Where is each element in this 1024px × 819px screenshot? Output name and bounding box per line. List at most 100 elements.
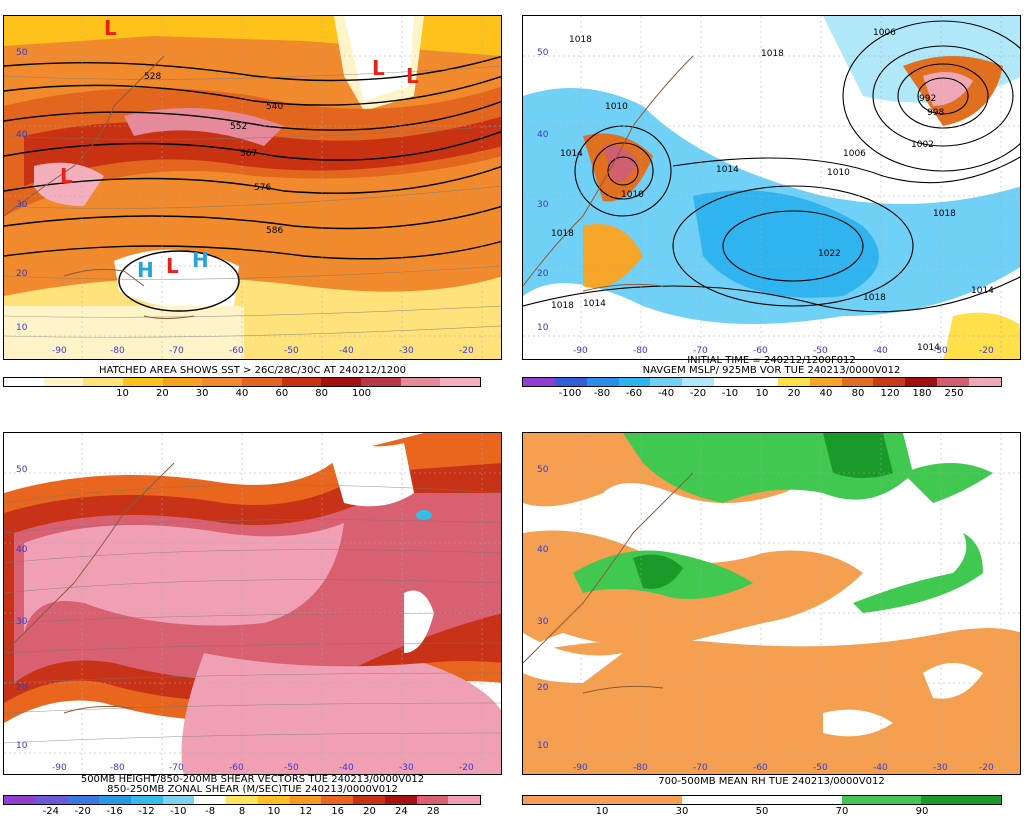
colorbar-swatch (281, 378, 322, 386)
colorbar-tick-label: 8 (238, 806, 246, 817)
colorbar-tick-label: 120 (880, 388, 900, 399)
lon-label: -70 (169, 346, 184, 356)
panel-caption: HATCHED AREA SHOWS SST > 26C/28C/30C AT … (98, 365, 406, 376)
colorbar-tick-label: 60 (275, 388, 289, 399)
isobar-label: 1006 (873, 28, 896, 38)
contour-label: 567 (240, 149, 258, 159)
lon-label: -20 (459, 763, 474, 773)
colorbar (522, 795, 1002, 805)
lat-label: 40 (16, 130, 28, 140)
lon-label: -90 (52, 763, 67, 773)
colorbar-swatch (746, 378, 778, 386)
colorbar-tick-label: 28 (426, 806, 440, 817)
colorbar-swatch (130, 796, 163, 804)
lon-label: -50 (813, 346, 828, 356)
colorbar-tick-label: 10 (595, 806, 609, 817)
colorbar-swatch (4, 796, 36, 804)
colorbar-tick-label: 10 (116, 388, 129, 399)
colorbar-tick-label: 12 (299, 806, 313, 817)
colorbar-swatch (554, 378, 587, 386)
colorbar-tick-label: 10 (267, 806, 281, 817)
colorbar-tick-label: -20 (689, 388, 707, 399)
isobar-label: 1010 (827, 168, 850, 178)
colorbar-tick-label: -8 (205, 806, 216, 817)
colorbar-tick-label: 40 (819, 388, 833, 399)
colorbar-swatch (123, 378, 163, 386)
colorbar-tick-label: 80 (851, 388, 865, 399)
colorbar (3, 377, 481, 387)
colorbar-swatch (448, 796, 481, 804)
isobar-label: 1018 (933, 209, 956, 219)
low-center: L (406, 64, 419, 88)
colorbar-swatch (618, 378, 651, 386)
colorbar-swatch (809, 378, 842, 386)
low-center: L (372, 56, 385, 80)
panel-caption: 700-500MB MEAN RH TUE 240213/0000V012 (658, 776, 885, 787)
colorbar-tick-label: -12 (138, 806, 155, 817)
lon-label: -20 (459, 346, 474, 356)
colorbar-swatch (35, 796, 68, 804)
map-rh: 50 40 30 20 10 -90 -80 -70 -60 -50 -40 -… (522, 432, 1021, 775)
colorbar-tick-label: 180 (912, 388, 932, 399)
lon-label: -20 (979, 763, 994, 773)
colorbar-tick-label: 20 (155, 388, 169, 399)
colorbar-swatch (321, 796, 354, 804)
colorbar-swatch (202, 378, 243, 386)
colorbar-swatch (400, 378, 441, 386)
lat-label: 20 (16, 269, 28, 279)
colorbar-tick-label: 90 (915, 806, 929, 817)
panel-caption: INITIAL TIME = 240212/1200F012 (687, 355, 856, 366)
colorbar-tick-label: 80 (315, 388, 329, 399)
colorbar-swatch (602, 796, 683, 804)
colorbar-swatch (762, 796, 842, 804)
lon-label: -40 (339, 346, 354, 356)
lat-label: 10 (537, 323, 549, 333)
isobar-label: 998 (927, 108, 945, 118)
isobar-label: 1014 (917, 343, 940, 353)
lon-label: -30 (399, 763, 414, 773)
map-shear: 50 40 30 20 10 -90 -80 -70 -60 -50 -40 -… (3, 432, 502, 775)
lon-label: -30 (933, 346, 948, 356)
colorbar-swatch (682, 378, 715, 386)
low-center: L (104, 16, 117, 40)
panel-caption: 500MB HEIGHT/850-200MB SHEAR VECTORS TUE… (80, 774, 425, 785)
map-svg (523, 16, 1020, 359)
lat-label: 10 (16, 741, 28, 751)
contour-label: 586 (266, 226, 284, 236)
isobar-label: 1006 (843, 149, 866, 159)
lat-label: 30 (537, 200, 549, 210)
isobar-label: 1014 (560, 149, 583, 159)
lon-label: -50 (813, 763, 828, 773)
lat-label: 30 (16, 617, 28, 627)
lat-label: 50 (16, 465, 28, 475)
colorbar-swatch (921, 796, 1002, 804)
colorbar-swatch (321, 378, 362, 386)
low-center: L (60, 164, 73, 188)
colorbar-swatch (777, 378, 810, 386)
lon-label: -50 (284, 763, 299, 773)
isobar-label: 1018 (551, 229, 574, 239)
colorbar-swatch (523, 796, 603, 804)
colorbar-tick-label: -10 (721, 388, 739, 399)
colorbar-ticks: -24 -20 -16 -12 -10 -8 8 10 12 16 20 24 28 (3, 806, 481, 818)
colorbar-swatch (873, 378, 906, 386)
lat-label: 10 (537, 741, 549, 751)
colorbar-ticks: 10 30 50 70 90 (522, 806, 1002, 818)
lon-label: -80 (633, 346, 648, 356)
colorbar-swatch (289, 796, 322, 804)
isobar-label: 1022 (818, 249, 841, 259)
lat-label: 50 (537, 465, 549, 475)
colorbar-tick-label: 100 (351, 388, 372, 399)
colorbar-tick-label: -40 (657, 388, 675, 399)
colorbar-tick-label: -16 (106, 806, 123, 817)
colorbar-swatch (650, 378, 683, 386)
lat-label: 40 (537, 130, 549, 140)
colorbar-tick-label: -24 (42, 806, 59, 817)
colorbar-swatch (937, 378, 970, 386)
map-mslp: 50 40 30 20 10 -90 -80 -70 -60 -50 -40 -… (522, 15, 1021, 360)
colorbar (522, 377, 1002, 387)
colorbar-tick-label: 50 (755, 806, 769, 817)
colorbar-swatch (841, 378, 874, 386)
contour-label: 528 (144, 72, 162, 82)
lon-label: -20 (979, 346, 994, 356)
